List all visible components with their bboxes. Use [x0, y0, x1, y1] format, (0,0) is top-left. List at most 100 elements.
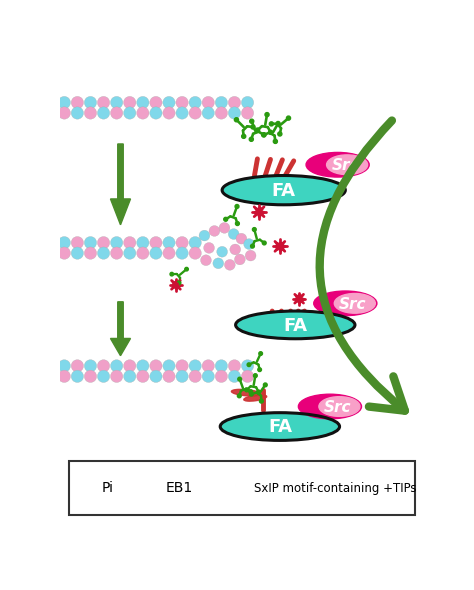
Circle shape — [297, 296, 301, 301]
Circle shape — [262, 133, 266, 137]
Text: EB1: EB1 — [166, 481, 193, 495]
Circle shape — [58, 370, 71, 382]
Text: FA: FA — [283, 317, 307, 335]
Circle shape — [228, 96, 241, 109]
Circle shape — [58, 107, 71, 119]
Circle shape — [235, 254, 245, 265]
Circle shape — [209, 225, 220, 237]
Circle shape — [71, 360, 83, 372]
Circle shape — [84, 237, 97, 249]
Ellipse shape — [298, 394, 362, 419]
Ellipse shape — [220, 412, 339, 440]
Circle shape — [163, 247, 175, 259]
Circle shape — [163, 370, 175, 382]
Circle shape — [215, 96, 228, 109]
Circle shape — [254, 373, 257, 378]
Circle shape — [86, 485, 93, 491]
Circle shape — [273, 139, 277, 143]
Circle shape — [84, 370, 97, 382]
Circle shape — [163, 107, 175, 119]
Circle shape — [176, 96, 188, 109]
FancyArrowPatch shape — [319, 120, 405, 411]
Circle shape — [269, 122, 273, 126]
Circle shape — [228, 107, 241, 119]
Circle shape — [58, 247, 71, 259]
Circle shape — [137, 370, 149, 382]
Circle shape — [141, 494, 146, 499]
Circle shape — [202, 96, 214, 109]
Circle shape — [258, 368, 262, 372]
Circle shape — [202, 107, 214, 119]
Circle shape — [71, 370, 83, 382]
Circle shape — [97, 237, 109, 249]
Circle shape — [202, 360, 214, 372]
Circle shape — [225, 260, 235, 270]
Circle shape — [230, 244, 241, 255]
Circle shape — [245, 388, 248, 392]
Text: Src: Src — [324, 400, 351, 415]
Circle shape — [276, 122, 280, 126]
Circle shape — [150, 360, 162, 372]
Circle shape — [228, 370, 241, 382]
Circle shape — [219, 222, 230, 233]
Circle shape — [189, 360, 201, 372]
FancyArrow shape — [110, 144, 130, 225]
Circle shape — [97, 107, 109, 119]
Circle shape — [224, 217, 228, 221]
Circle shape — [124, 247, 136, 259]
Circle shape — [58, 360, 71, 372]
Circle shape — [259, 399, 263, 403]
Text: FA: FA — [268, 418, 292, 437]
Circle shape — [238, 377, 242, 381]
Circle shape — [150, 96, 162, 109]
Circle shape — [173, 283, 178, 287]
Circle shape — [189, 370, 201, 382]
Circle shape — [257, 390, 261, 394]
Circle shape — [235, 205, 239, 208]
Circle shape — [124, 96, 136, 109]
Circle shape — [242, 135, 246, 139]
Circle shape — [110, 360, 123, 372]
Circle shape — [189, 247, 201, 259]
Ellipse shape — [220, 484, 250, 493]
Circle shape — [124, 237, 136, 249]
Circle shape — [176, 237, 188, 249]
FancyBboxPatch shape — [69, 461, 415, 515]
Circle shape — [278, 132, 282, 136]
Circle shape — [176, 247, 188, 259]
Circle shape — [84, 360, 97, 372]
Ellipse shape — [236, 311, 355, 339]
Circle shape — [259, 352, 263, 355]
Circle shape — [97, 360, 109, 372]
Circle shape — [150, 370, 162, 382]
Circle shape — [110, 247, 123, 259]
Circle shape — [228, 360, 241, 372]
Circle shape — [110, 96, 123, 109]
Circle shape — [255, 128, 260, 132]
Circle shape — [245, 250, 256, 261]
Circle shape — [71, 247, 83, 259]
Circle shape — [244, 239, 255, 250]
Circle shape — [177, 281, 181, 284]
Circle shape — [84, 247, 97, 259]
Circle shape — [71, 107, 83, 119]
Circle shape — [84, 107, 97, 119]
Circle shape — [265, 113, 269, 117]
Circle shape — [58, 96, 71, 109]
Circle shape — [176, 360, 188, 372]
Circle shape — [84, 96, 97, 109]
Circle shape — [235, 118, 238, 122]
Circle shape — [189, 96, 201, 109]
Circle shape — [236, 222, 239, 225]
Circle shape — [253, 228, 256, 231]
Ellipse shape — [244, 395, 267, 401]
Circle shape — [241, 107, 254, 119]
Circle shape — [163, 96, 175, 109]
Ellipse shape — [231, 389, 261, 396]
Text: Pi: Pi — [102, 481, 114, 495]
Circle shape — [148, 476, 153, 481]
Ellipse shape — [327, 155, 368, 175]
Circle shape — [228, 229, 239, 240]
Ellipse shape — [319, 396, 360, 417]
Circle shape — [215, 360, 228, 372]
